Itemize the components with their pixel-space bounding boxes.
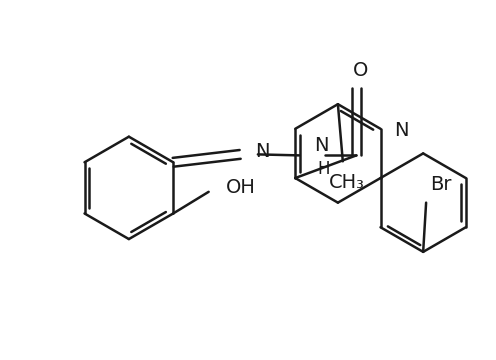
Text: Br: Br xyxy=(430,175,451,194)
Text: OH: OH xyxy=(226,178,256,197)
Text: CH₃: CH₃ xyxy=(329,174,365,193)
Text: O: O xyxy=(353,61,368,80)
Text: H: H xyxy=(317,160,329,178)
Text: N: N xyxy=(314,136,328,155)
Text: N: N xyxy=(255,142,269,161)
Text: N: N xyxy=(394,121,409,140)
